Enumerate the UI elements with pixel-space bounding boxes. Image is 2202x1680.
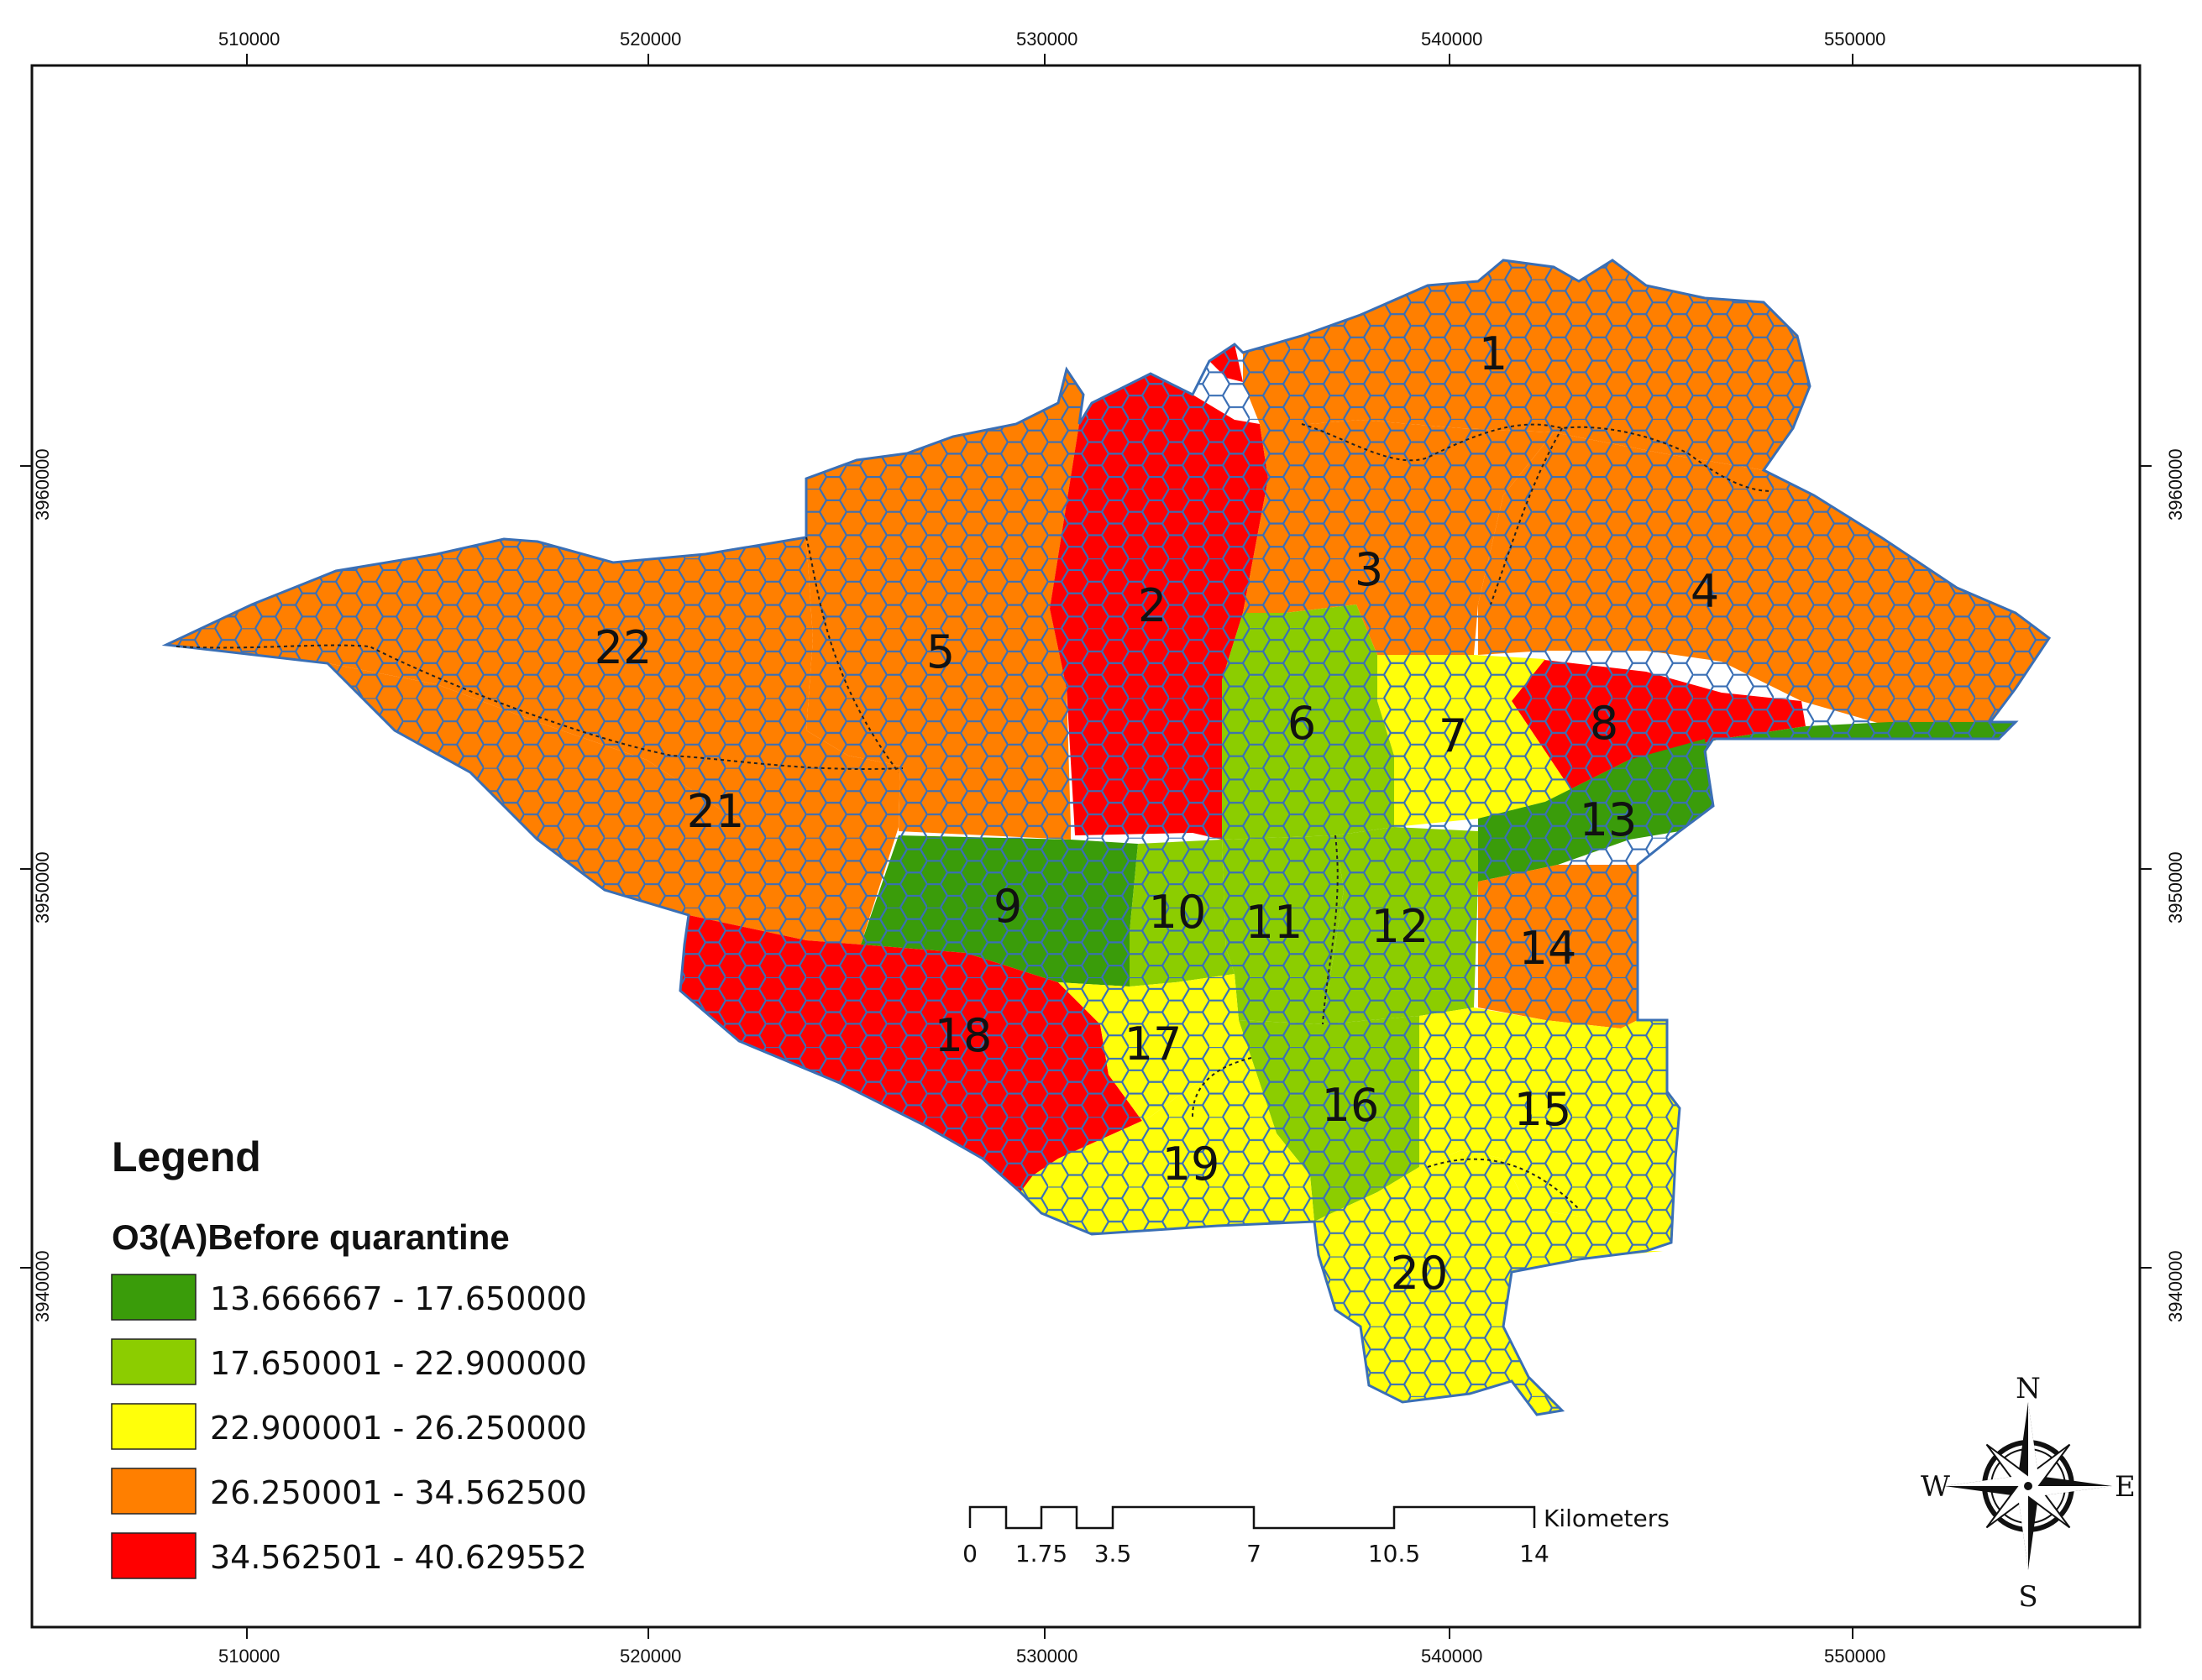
legend-label: 34.562501 - 40.629552 — [210, 1539, 587, 1576]
legend-item: 34.562501 - 40.629552 — [111, 1532, 587, 1579]
scale-label: 10.5 — [1368, 1540, 1420, 1567]
sub-boundaries — [176, 423, 1773, 1210]
district-label: 3 — [1355, 543, 1383, 596]
x-tick: 530000 530000 — [1016, 29, 1077, 1667]
legend-item: 22.900001 - 26.250000 — [111, 1403, 587, 1450]
legend-item: 26.250001 - 34.562500 — [111, 1468, 587, 1515]
scale-label: 14 — [1519, 1540, 1549, 1567]
district-label: 13 — [1580, 793, 1638, 846]
scale-bar-ticks — [968, 1505, 1536, 1530]
district-label: 5 — [926, 625, 955, 678]
legend-item: 17.650001 - 22.900000 — [111, 1338, 587, 1385]
compass-star-half — [2028, 1486, 2112, 1496]
sub-boundary-line — [1427, 1158, 1580, 1210]
y-tick-label-left: 3940000 — [32, 1250, 53, 1322]
x-axis-ticks: 510000 510000 520000 520000 530000 53000… — [218, 29, 1885, 1667]
district-label: 22 — [595, 621, 653, 674]
district-label: 16 — [1322, 1079, 1380, 1132]
compass-south: S — [2018, 1580, 2037, 1614]
sub-boundary-line — [1490, 427, 1563, 605]
sub-boundary-line — [805, 536, 899, 773]
compass-star-half — [1944, 1476, 2028, 1486]
district-label: 10 — [1149, 886, 1207, 939]
district-label: 6 — [1287, 697, 1316, 750]
y-tick-label-left: 3960000 — [32, 448, 53, 521]
y-tick-label-right: 3950000 — [2165, 851, 2186, 924]
legend-item: 13.666667 - 17.650000 — [111, 1274, 587, 1321]
y-tick-label-right: 3940000 — [2165, 1250, 2186, 1322]
x-tick: 550000 550000 — [1824, 29, 1885, 1667]
x-tick-label-bottom: 540000 — [1421, 1646, 1482, 1667]
legend-subtitle: O3(A)Before quarantine — [112, 1217, 510, 1257]
y-tick: 3950000 3950000 — [20, 851, 2186, 924]
compass-center — [2024, 1482, 2032, 1490]
legend-label: 26.250001 - 34.562500 — [210, 1474, 587, 1511]
district-label: 19 — [1162, 1138, 1220, 1191]
x-tick-label-top: 540000 — [1421, 29, 1482, 50]
district-label: 7 — [1439, 709, 1467, 762]
district-label: 4 — [1691, 565, 1719, 618]
legend-swatch — [111, 1468, 197, 1515]
compass-west: W — [1921, 1470, 1950, 1504]
y-tick-label-right: 3960000 — [2165, 448, 2186, 521]
x-tick: 540000 540000 — [1421, 29, 1482, 1667]
district-label: 11 — [1245, 896, 1303, 949]
legend-swatch — [111, 1274, 197, 1321]
legend-swatch — [111, 1532, 197, 1579]
district-label: 9 — [994, 880, 1022, 933]
legend-title: Legend — [112, 1133, 261, 1180]
city-boundary — [161, 259, 2052, 1416]
sub-boundary-line — [1301, 423, 1773, 492]
district-label: 1 — [1479, 327, 1507, 380]
district-label: 2 — [1138, 579, 1167, 632]
x-tick: 520000 520000 — [620, 29, 681, 1667]
x-tick-label-top: 550000 — [1824, 29, 1885, 50]
compass-rose: N S E W — [1921, 1372, 2136, 1614]
district-label: 21 — [687, 785, 745, 838]
y-axis-ticks: 3960000 3960000 3950000 3950000 3940000 … — [20, 448, 2186, 1322]
scale-label: 1.75 — [1015, 1540, 1067, 1567]
x-tick: 510000 510000 — [218, 29, 280, 1667]
legend: Legend O3(A)Before quarantine 13.666667 … — [111, 1133, 587, 1579]
compass-star-half — [2028, 1402, 2038, 1486]
legend-label: 22.900001 - 26.250000 — [210, 1410, 587, 1447]
compass-east: E — [2115, 1470, 2136, 1504]
x-tick-label-top: 530000 — [1016, 29, 1077, 50]
legend-label: 13.666667 - 17.650000 — [210, 1280, 587, 1317]
scale-unit: Kilometers — [1544, 1505, 1670, 1532]
district-label: 17 — [1125, 1018, 1182, 1070]
compass-star-half — [2018, 1486, 2028, 1570]
x-tick-label-bottom: 510000 — [218, 1646, 280, 1667]
district-label: 18 — [935, 1009, 993, 1062]
legend-swatch — [111, 1403, 197, 1450]
scale-label: 3.5 — [1094, 1540, 1132, 1567]
y-tick: 3940000 3940000 — [20, 1250, 2186, 1322]
scale-label: 7 — [1246, 1540, 1261, 1567]
district-label: 8 — [1590, 697, 1618, 750]
x-tick-label-bottom: 550000 — [1824, 1646, 1885, 1667]
x-tick-label-top: 510000 — [218, 29, 280, 50]
y-tick: 3960000 3960000 — [20, 448, 2186, 521]
district-label: 20 — [1391, 1247, 1449, 1300]
x-tick-label-top: 520000 — [620, 29, 681, 50]
compass-north: N — [2016, 1372, 2041, 1405]
legend-label: 17.650001 - 22.900000 — [210, 1345, 587, 1382]
x-tick-label-bottom: 530000 — [1016, 1646, 1077, 1667]
x-tick-label-bottom: 520000 — [620, 1646, 681, 1667]
scale-bar: Kilometers 0 1.75 3.5 7 10.5 14 — [962, 1505, 1670, 1567]
district-labels: 1 2 3 4 5 6 7 8 9 10 11 12 13 14 15 16 1… — [595, 327, 1720, 1300]
sub-boundary-line — [176, 644, 904, 770]
map-frame — [30, 64, 2142, 1629]
y-tick-label-left: 3950000 — [32, 851, 53, 924]
district-label: 15 — [1514, 1083, 1572, 1136]
district-label: 14 — [1519, 922, 1577, 975]
scale-label: 0 — [962, 1540, 978, 1567]
district-label: 12 — [1371, 900, 1429, 953]
legend-swatch — [111, 1338, 197, 1385]
